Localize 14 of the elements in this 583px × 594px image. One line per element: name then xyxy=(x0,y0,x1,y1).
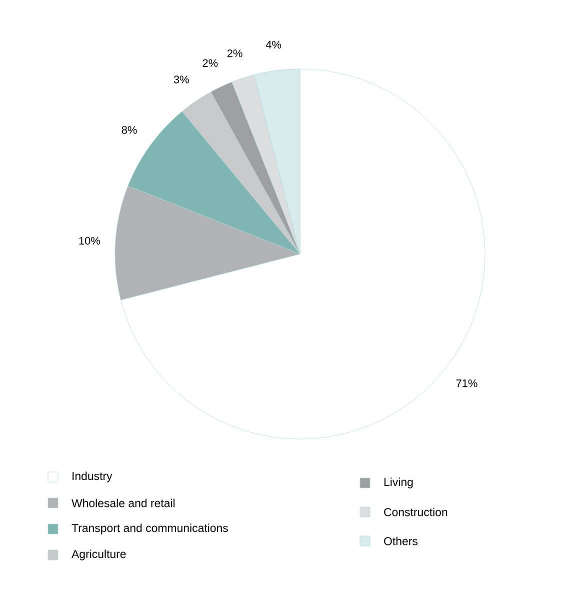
data-label: 10% xyxy=(79,236,100,245)
legend-label: Construction xyxy=(384,508,448,516)
legend-label: Industry xyxy=(72,472,112,482)
data-label: 2% xyxy=(202,59,218,67)
legend-label: Others xyxy=(384,536,418,546)
data-label: 2% xyxy=(227,49,242,58)
data-label: 71% xyxy=(456,379,478,388)
data-label: 3% xyxy=(174,76,189,84)
legend-label: Living xyxy=(384,478,413,488)
legend-label: Transport and communications xyxy=(72,524,228,534)
data-label: 8% xyxy=(122,126,137,134)
legend-label: Agriculture xyxy=(72,550,126,560)
data-label: 4% xyxy=(266,40,282,48)
legend-label: Wholesale and retail xyxy=(72,498,175,508)
